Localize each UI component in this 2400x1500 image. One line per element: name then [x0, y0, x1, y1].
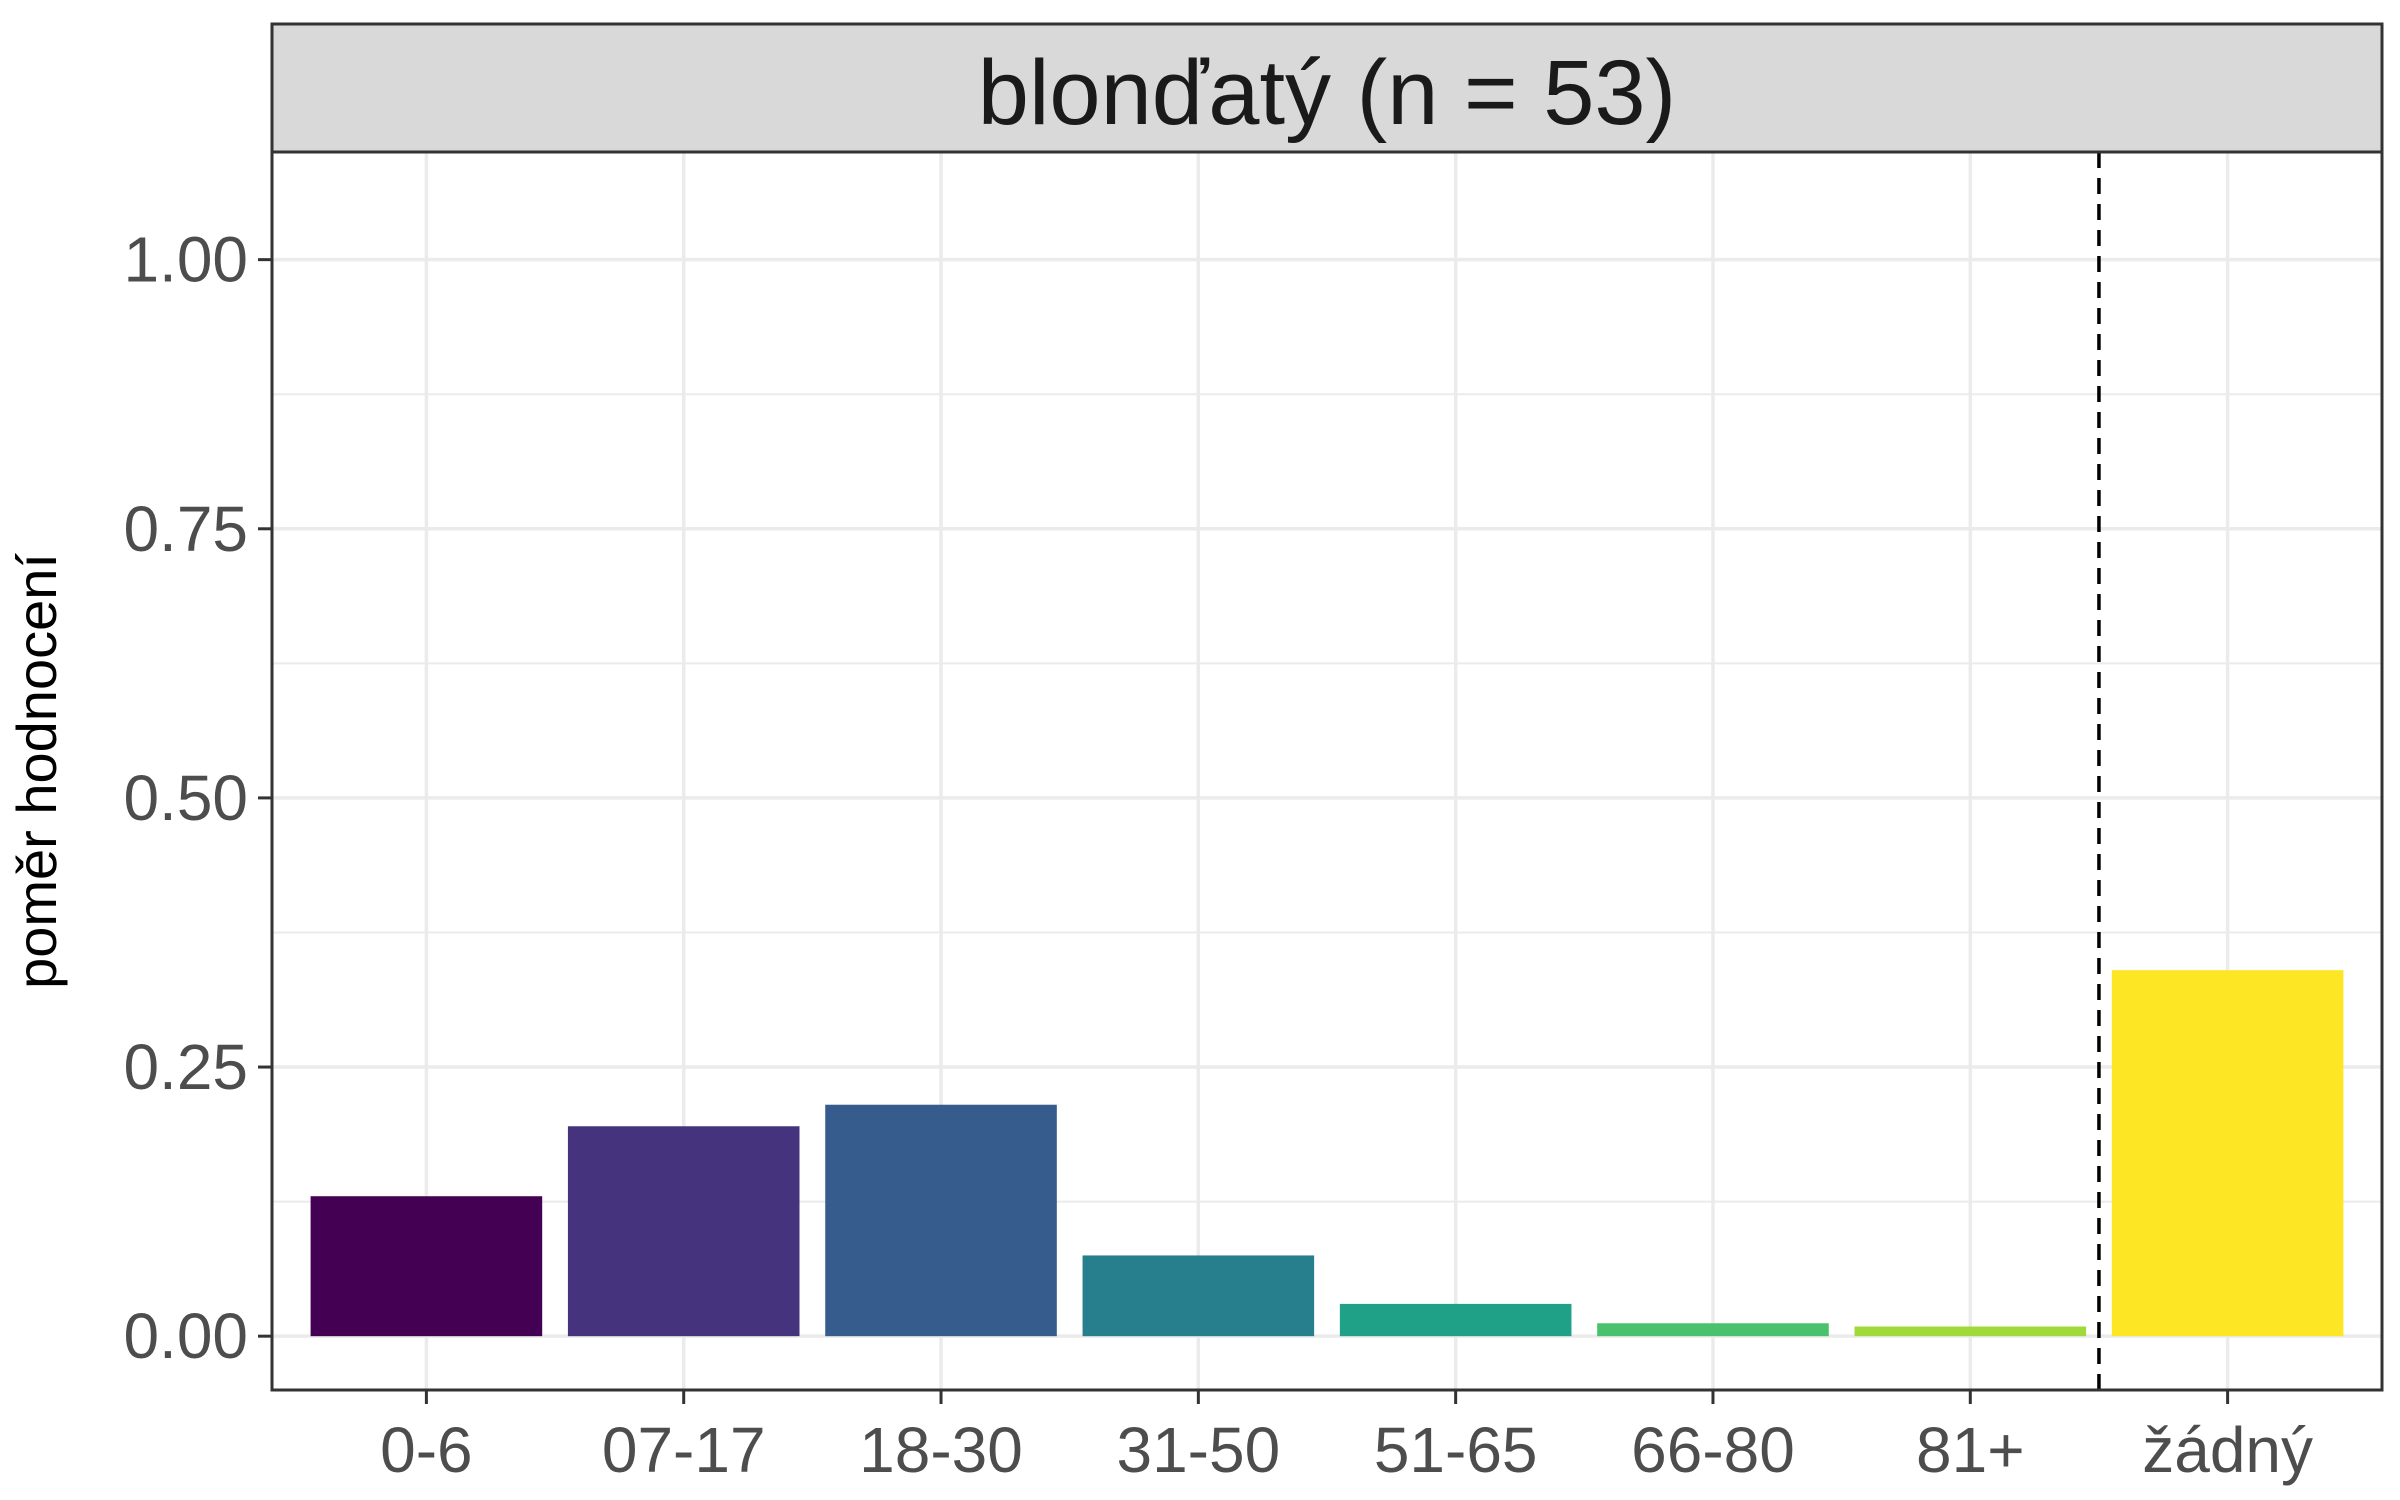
plot-border: [270, 150, 2384, 1392]
bar-66-80: [1597, 1323, 1829, 1337]
bar-81+: [1854, 1326, 2087, 1337]
x-tick-label: 81+: [1916, 1414, 2025, 1486]
bar-žádný: [2111, 970, 2344, 1337]
bar-31-50: [1082, 1255, 1315, 1337]
facet-strip: [270, 22, 2384, 154]
x-tick-label: 51-65: [1374, 1414, 1538, 1486]
bar-51-65: [1339, 1303, 1572, 1337]
y-tick-label: 0.25: [123, 1031, 248, 1103]
bar-0-6: [310, 1196, 543, 1337]
minor-gridlines: [272, 393, 2382, 1203]
x-tick-label: žádný: [2142, 1414, 2313, 1486]
bar-07-17: [567, 1126, 800, 1337]
x-tick-label: 31-50: [1116, 1414, 1280, 1486]
y-tick-label: 0.50: [123, 762, 248, 834]
facet-title: blonďatý (n = 53): [978, 42, 1676, 144]
y-tick-label: 0.00: [123, 1300, 248, 1372]
x-tick-label: 0-6: [380, 1414, 473, 1486]
x-axis: 0-6 07-17 18-30 31-50 51-65 66-80 81+ žádný: [380, 1390, 2313, 1486]
y-axis-title: poměr hodnocení: [5, 553, 68, 989]
y-axis: 0.00 0.25 0.50 0.75 1.00: [123, 224, 272, 1372]
major-gridlines: [272, 152, 2382, 1390]
bar-series: [310, 970, 2344, 1337]
y-tick-label: 1.00: [123, 224, 248, 296]
bar-18-30: [825, 1104, 1057, 1337]
x-tick-label: 07-17: [602, 1414, 766, 1486]
x-tick-label: 18-30: [859, 1414, 1023, 1486]
y-tick-label: 0.75: [123, 493, 248, 565]
x-tick-label: 66-80: [1631, 1414, 1795, 1486]
